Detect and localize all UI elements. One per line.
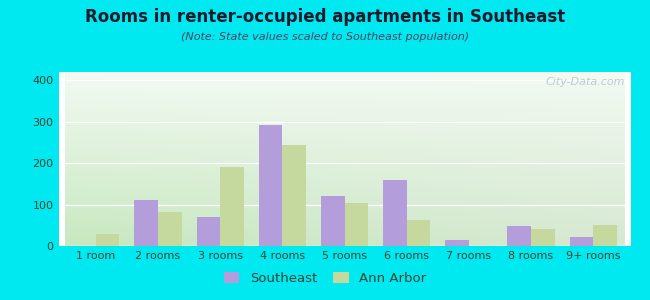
Legend: Southeast, Ann Arbor: Southeast, Ann Arbor: [218, 267, 432, 290]
Bar: [531, 229, 554, 246]
Text: City-Data.com: City-Data.com: [545, 77, 625, 87]
Text: Rooms in renter-occupied apartments in Southeast: Rooms in renter-occupied apartments in S…: [85, 8, 565, 26]
Bar: [445, 240, 469, 246]
Bar: [259, 124, 282, 246]
Bar: [321, 196, 345, 246]
Bar: [220, 167, 244, 246]
Bar: [407, 220, 430, 246]
Bar: [282, 145, 306, 246]
Bar: [96, 234, 120, 246]
Bar: [344, 202, 368, 246]
Bar: [508, 226, 531, 246]
Bar: [593, 225, 617, 246]
Bar: [569, 237, 593, 246]
Text: (Note: State values scaled to Southeast population): (Note: State values scaled to Southeast …: [181, 32, 469, 41]
Bar: [158, 212, 181, 246]
Bar: [383, 180, 407, 246]
Bar: [135, 200, 158, 246]
Bar: [196, 217, 220, 246]
